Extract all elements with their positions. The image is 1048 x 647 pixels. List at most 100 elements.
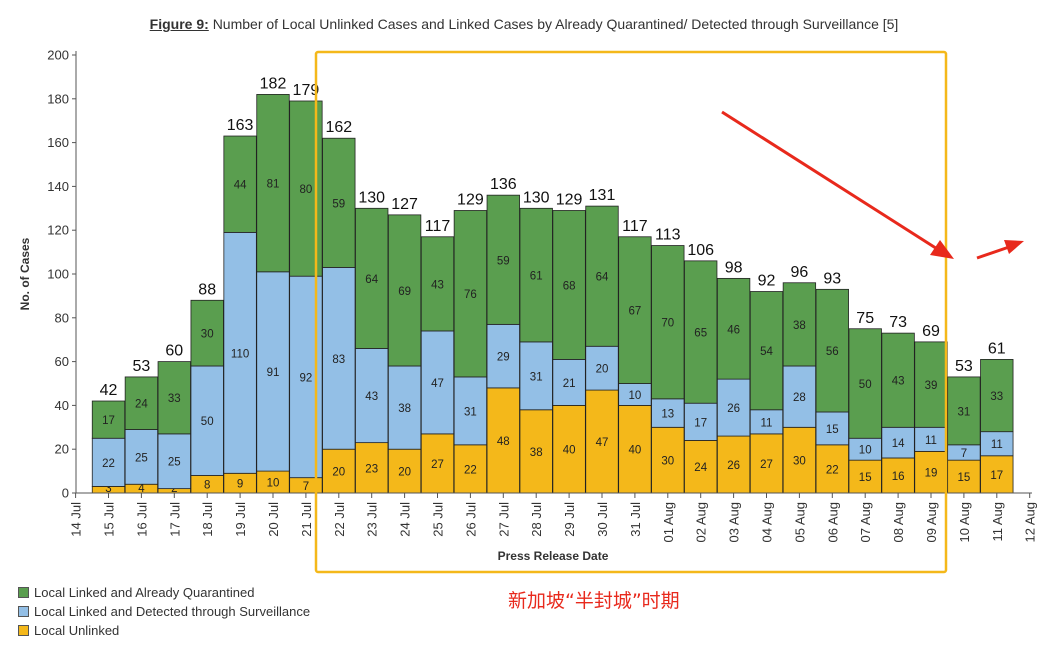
y-tick-label: 20	[55, 442, 69, 457]
bar-segment-surveillance	[486, 323, 520, 389]
data-label: 14	[892, 438, 905, 450]
data-label: 33	[990, 391, 1003, 403]
data-label: 15	[958, 472, 971, 484]
data-label: 17	[102, 415, 115, 427]
data-label: 65	[694, 328, 707, 340]
highlight-box	[314, 50, 948, 574]
data-label: 67	[629, 306, 642, 318]
x-tick-label: 08 Aug	[891, 502, 906, 543]
total-label: 53	[133, 358, 151, 375]
total-label: 117	[425, 218, 451, 235]
data-label: 26	[727, 460, 740, 472]
data-label: 43	[892, 376, 905, 388]
data-label: 54	[760, 346, 773, 358]
arrow-head-up	[1004, 240, 1024, 254]
data-label: 22	[464, 464, 477, 476]
total-label: 69	[922, 323, 940, 340]
bar-segment-unlinked	[322, 448, 356, 494]
x-tick-label: 18 Jul	[200, 502, 215, 537]
data-label: 28	[793, 392, 806, 404]
x-tick-label: 28 Jul	[529, 502, 544, 537]
data-label: 44	[234, 180, 247, 192]
data-label: 69	[398, 286, 411, 298]
legend-swatch-quarantined	[18, 587, 29, 598]
total-label: 131	[589, 187, 616, 204]
x-tick-label: 21 Jul	[299, 502, 314, 537]
data-label: 31	[530, 371, 543, 383]
legend: Local Linked and Already Quarantined Loc…	[18, 583, 310, 640]
data-label: 64	[596, 272, 609, 284]
bar-segment-surveillance	[387, 365, 422, 450]
total-label: 127	[391, 196, 418, 213]
data-label: 68	[563, 280, 576, 292]
bar-segment-quarantined	[355, 207, 389, 349]
x-tick-label: 16 Jul	[134, 502, 149, 537]
bar-segment-unlinked	[684, 440, 718, 494]
total-label: 42	[100, 382, 118, 399]
data-label: 10	[859, 445, 872, 457]
legend-item-quarantined: Local Linked and Already Quarantined	[18, 583, 310, 602]
data-label: 50	[859, 379, 872, 391]
data-label: 24	[694, 462, 707, 474]
x-tick-label: 20 Jul	[266, 502, 281, 537]
bar-segment-unlinked	[355, 442, 389, 494]
total-label: 75	[856, 310, 874, 327]
x-tick-label: 17 Jul	[167, 502, 182, 537]
data-label: 21	[563, 378, 576, 390]
y-tick-label: 160	[47, 135, 69, 150]
data-label: 11	[991, 439, 1003, 451]
data-label: 40	[629, 445, 642, 457]
data-label: 59	[332, 198, 345, 210]
bar-segment-quarantined	[453, 210, 488, 378]
total-label: 93	[823, 270, 841, 287]
bar-segment-surveillance	[980, 431, 1014, 457]
bar-segment-surveillance	[782, 365, 817, 428]
bar-segment-quarantined	[124, 376, 159, 430]
data-label: 10	[629, 390, 642, 402]
bar-segment-unlinked	[848, 459, 882, 494]
total-label: 96	[791, 264, 809, 281]
data-label: 25	[135, 452, 148, 464]
x-tick-label: 29 Jul	[562, 502, 577, 537]
x-tick-label: 12 Aug	[1023, 502, 1038, 543]
total-label: 130	[523, 189, 550, 206]
arrow-shaft-down	[721, 110, 943, 254]
bar-segment-quarantined	[322, 137, 356, 268]
data-label: 24	[135, 399, 148, 411]
y-axis-title: No. of Cases	[18, 237, 32, 310]
arrow-head-down	[930, 240, 954, 259]
bar-segment-quarantined	[684, 260, 718, 404]
data-label: 48	[497, 436, 510, 448]
legend-item-surveillance: Local Linked and Detected through Survei…	[18, 602, 310, 621]
data-label: 3	[105, 483, 111, 495]
legend-label-unlinked: Local Unlinked	[34, 623, 120, 638]
bar-segment-quarantined	[881, 332, 915, 428]
x-tick-label: 26 Jul	[463, 502, 478, 537]
data-label: 50	[201, 416, 214, 428]
data-label: 22	[826, 464, 839, 476]
y-tick-label: 0	[62, 486, 69, 501]
data-label: 7	[961, 448, 967, 460]
data-label: 23	[365, 463, 378, 475]
bar-segment-unlinked	[387, 448, 422, 494]
total-label: 130	[358, 189, 385, 206]
total-label: 182	[260, 75, 287, 92]
data-label: 56	[826, 346, 839, 358]
x-tick-label: 06 Aug	[825, 502, 840, 543]
data-label: 30	[201, 329, 214, 341]
data-label: 20	[332, 467, 345, 479]
x-tick-label: 09 Aug	[924, 502, 939, 543]
y-tick-label: 60	[55, 354, 69, 369]
y-tick-label: 180	[47, 91, 69, 106]
x-tick-label: 01 Aug	[661, 502, 676, 543]
bar-segment-surveillance	[322, 267, 356, 450]
x-tick-label: 04 Aug	[760, 502, 775, 543]
bar-segment-unlinked	[815, 444, 849, 494]
bar-segment-quarantined	[914, 341, 948, 428]
data-label: 30	[661, 456, 674, 468]
data-label: 17	[694, 417, 707, 429]
total-label: 88	[198, 281, 216, 298]
data-label: 92	[300, 372, 313, 384]
data-label: 15	[826, 424, 839, 436]
bar-segment-surveillance	[684, 402, 718, 441]
